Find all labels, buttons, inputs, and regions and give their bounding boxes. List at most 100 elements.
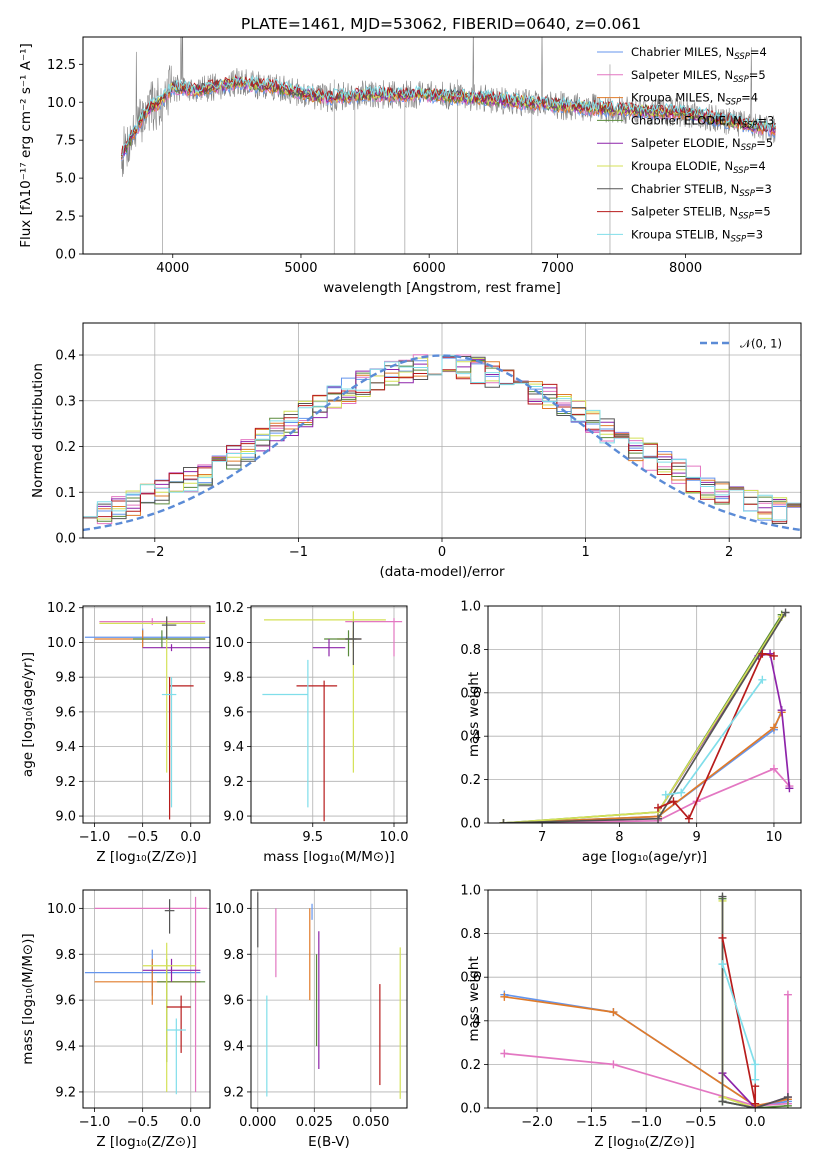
panel-mass_vs_ebv: 0.000 0.025 0.050 9.2 9.4 9.6 9.8 10.0 E(B-V) — [215, 889, 408, 1150]
series-marker-salpeter_elodie — [777, 706, 786, 715]
x-tick-label: 8000 — [669, 261, 702, 276]
y-tick-label: 9.8 — [223, 948, 244, 963]
axes-border — [487, 889, 802, 1109]
y-tick-label: 9.8 — [223, 671, 244, 686]
legend-tail: =5 — [749, 68, 766, 82]
errorbar-chabrier_elodie — [133, 630, 206, 648]
x-tick-label: 0 — [438, 545, 446, 560]
x-tick-label: 0.0 — [180, 1115, 201, 1130]
legend-text: Salpeter MILES, N — [631, 68, 733, 82]
y-tick-label: 9.4 — [55, 740, 76, 755]
errorbar-salpeter_elodie — [312, 638, 346, 657]
y-axis-label: Flux [fλ10⁻¹⁷ erg cm⁻² s⁻¹ A⁻¹] — [18, 43, 34, 248]
legend-label-salpeter_miles: Salpeter MILES, NSSP=5 — [631, 68, 766, 85]
axes-frame: 9.5 10.0 9.0 9.2 9.4 9.6 9.8 10.0 10.2 mass [log₁… — [215, 601, 408, 865]
y-tick-label: 0.8 — [460, 643, 481, 658]
spectrum-title: PLATE=1461, MJD=53062, FIBERID=0640, z=0… — [241, 15, 641, 33]
y-tick-label: 0.0 — [55, 248, 76, 263]
axes-border — [82, 889, 211, 1109]
plot-area — [84, 616, 210, 820]
errorbar-kroupa_elodie — [142, 942, 196, 1092]
y-tick-label: 9.0 — [223, 810, 244, 825]
series-marker-kroupa_stelib — [661, 790, 670, 799]
x-axis-label: (data-model)/error — [379, 564, 505, 580]
y-tick-label: 9.0 — [55, 810, 76, 825]
y-axis-label: Normed distribution — [30, 363, 46, 498]
legend-subscript: SSP — [738, 212, 754, 222]
series-marker-chabrier_stelib — [718, 892, 727, 901]
residuals-legend: 𝒩(0, 1) — [700, 337, 782, 351]
y-tick-label: 0.4 — [460, 1014, 481, 1029]
panel-residuals: −2 −1 0 1 2 0.0 0.1 0.2 0.3 0.4 (data-model)/error… — [30, 322, 802, 580]
y-tick-label: 9.8 — [55, 948, 76, 963]
errorbar-kroupa_stelib — [161, 677, 177, 808]
y-tick-label: 9.2 — [55, 775, 76, 790]
panel-age_vs_mass: 9.5 10.0 9.0 9.2 9.4 9.6 9.8 10.0 10.2 mass [log₁… — [215, 601, 408, 865]
y-tick-label: 0.6 — [460, 686, 481, 701]
legend-label-chabrier_miles: Chabrier MILES, NSSP=4 — [631, 45, 767, 62]
series-marker-kroupa_stelib — [677, 788, 686, 797]
legend-tail: =5 — [756, 136, 773, 150]
y-tick-label: 5.0 — [55, 172, 76, 187]
axes-border — [82, 36, 802, 255]
legend-subscript: SSP — [733, 75, 749, 85]
legend-tail: =4 — [750, 45, 767, 59]
y-tick-label: 10.2 — [215, 601, 244, 616]
legend-text: Salpeter STELIB, N — [631, 205, 738, 219]
plot-area — [500, 892, 792, 1108]
panel-spectrum: 4000 5000 6000 7000 8000 0.0 2.5 5.0 7.5 10.0 12.5… — [18, 36, 802, 296]
legend-subscript: SSP — [739, 189, 755, 199]
series-marker-kroupa_stelib — [758, 675, 767, 684]
legend-subscript: SSP — [741, 143, 757, 153]
y-tick-label: 0.2 — [55, 440, 76, 455]
series-marker-kroupa_stelib — [751, 1075, 760, 1084]
x-tick-label: −1.0 — [630, 1115, 662, 1130]
series-kroupa_stelib — [718, 960, 760, 1084]
x-tick-label: 5000 — [284, 261, 317, 276]
errorbar-salpeter_stelib — [166, 995, 191, 1053]
y-tick-label: 1.0 — [460, 600, 481, 615]
legend-label-kroupa_stelib: Kroupa STELIB, NSSP=3 — [631, 227, 763, 244]
series-marker-chabrier_elodie — [783, 1101, 792, 1108]
series-line-chabrier_stelib — [721, 896, 789, 1108]
grid-lines — [251, 606, 407, 823]
series-line-kroupa_miles — [503, 711, 783, 823]
series-marker-kroupa_stelib — [751, 1060, 760, 1069]
x-axis-label: Z [log₁₀(Z/Z⊙)] — [96, 1134, 196, 1150]
series-marker-kroupa_miles — [769, 723, 778, 732]
errorbar-kroupa_stelib — [262, 659, 309, 808]
panel-massweight_vs_age: 7 8 9 10 0.0 0.2 0.4 0.6 0.8 1.0 age [log₁₀(age/yr… — [460, 600, 802, 865]
y-tick-label: 1.0 — [460, 884, 481, 899]
x-axis-label: E(B-V) — [308, 1134, 350, 1150]
y-tick-label: 9.6 — [223, 705, 244, 720]
histogram-kroupa_stelib — [83, 355, 801, 521]
errorbar-salpeter_elodie — [142, 958, 201, 982]
legend-tail: =3 — [757, 113, 774, 127]
y-tick-label: 10.0 — [215, 902, 244, 917]
series-salpeter_stelib — [654, 649, 778, 823]
y-tick-label: 0.1 — [55, 486, 76, 501]
series-marker-chabrier_stelib — [718, 1097, 727, 1106]
plot-area — [121, 37, 776, 254]
plot-area — [499, 608, 794, 823]
series-marker-chabrier_stelib — [654, 814, 663, 823]
y-tick-label: 0.2 — [460, 773, 481, 788]
legend-label-chabrier_stelib: Chabrier STELIB, NSSP=3 — [631, 182, 772, 199]
x-tick-label: 10 — [766, 830, 783, 845]
x-tick-label: 8 — [615, 830, 623, 845]
grid-lines — [83, 606, 210, 823]
legend-tail: =3 — [746, 227, 763, 241]
x-axis-label: age [log₁₀(age/yr)] — [582, 849, 707, 865]
legend-label-normal: 𝒩(0, 1) — [740, 337, 782, 351]
series-marker-salpeter_stelib — [669, 797, 678, 806]
axes-frame: 4000 5000 6000 7000 8000 0.0 2.5 5.0 7.5 10.0 12.5… — [18, 36, 802, 296]
x-tick-label: −2.0 — [521, 1115, 553, 1130]
y-tick-label: 10.0 — [215, 636, 244, 651]
plot-area — [83, 354, 801, 532]
x-tick-label: −0.5 — [127, 1115, 159, 1130]
legend-subscript: SSP — [726, 98, 742, 108]
legend-tail: =4 — [741, 91, 758, 105]
y-tick-label: 0.2 — [460, 1058, 481, 1073]
